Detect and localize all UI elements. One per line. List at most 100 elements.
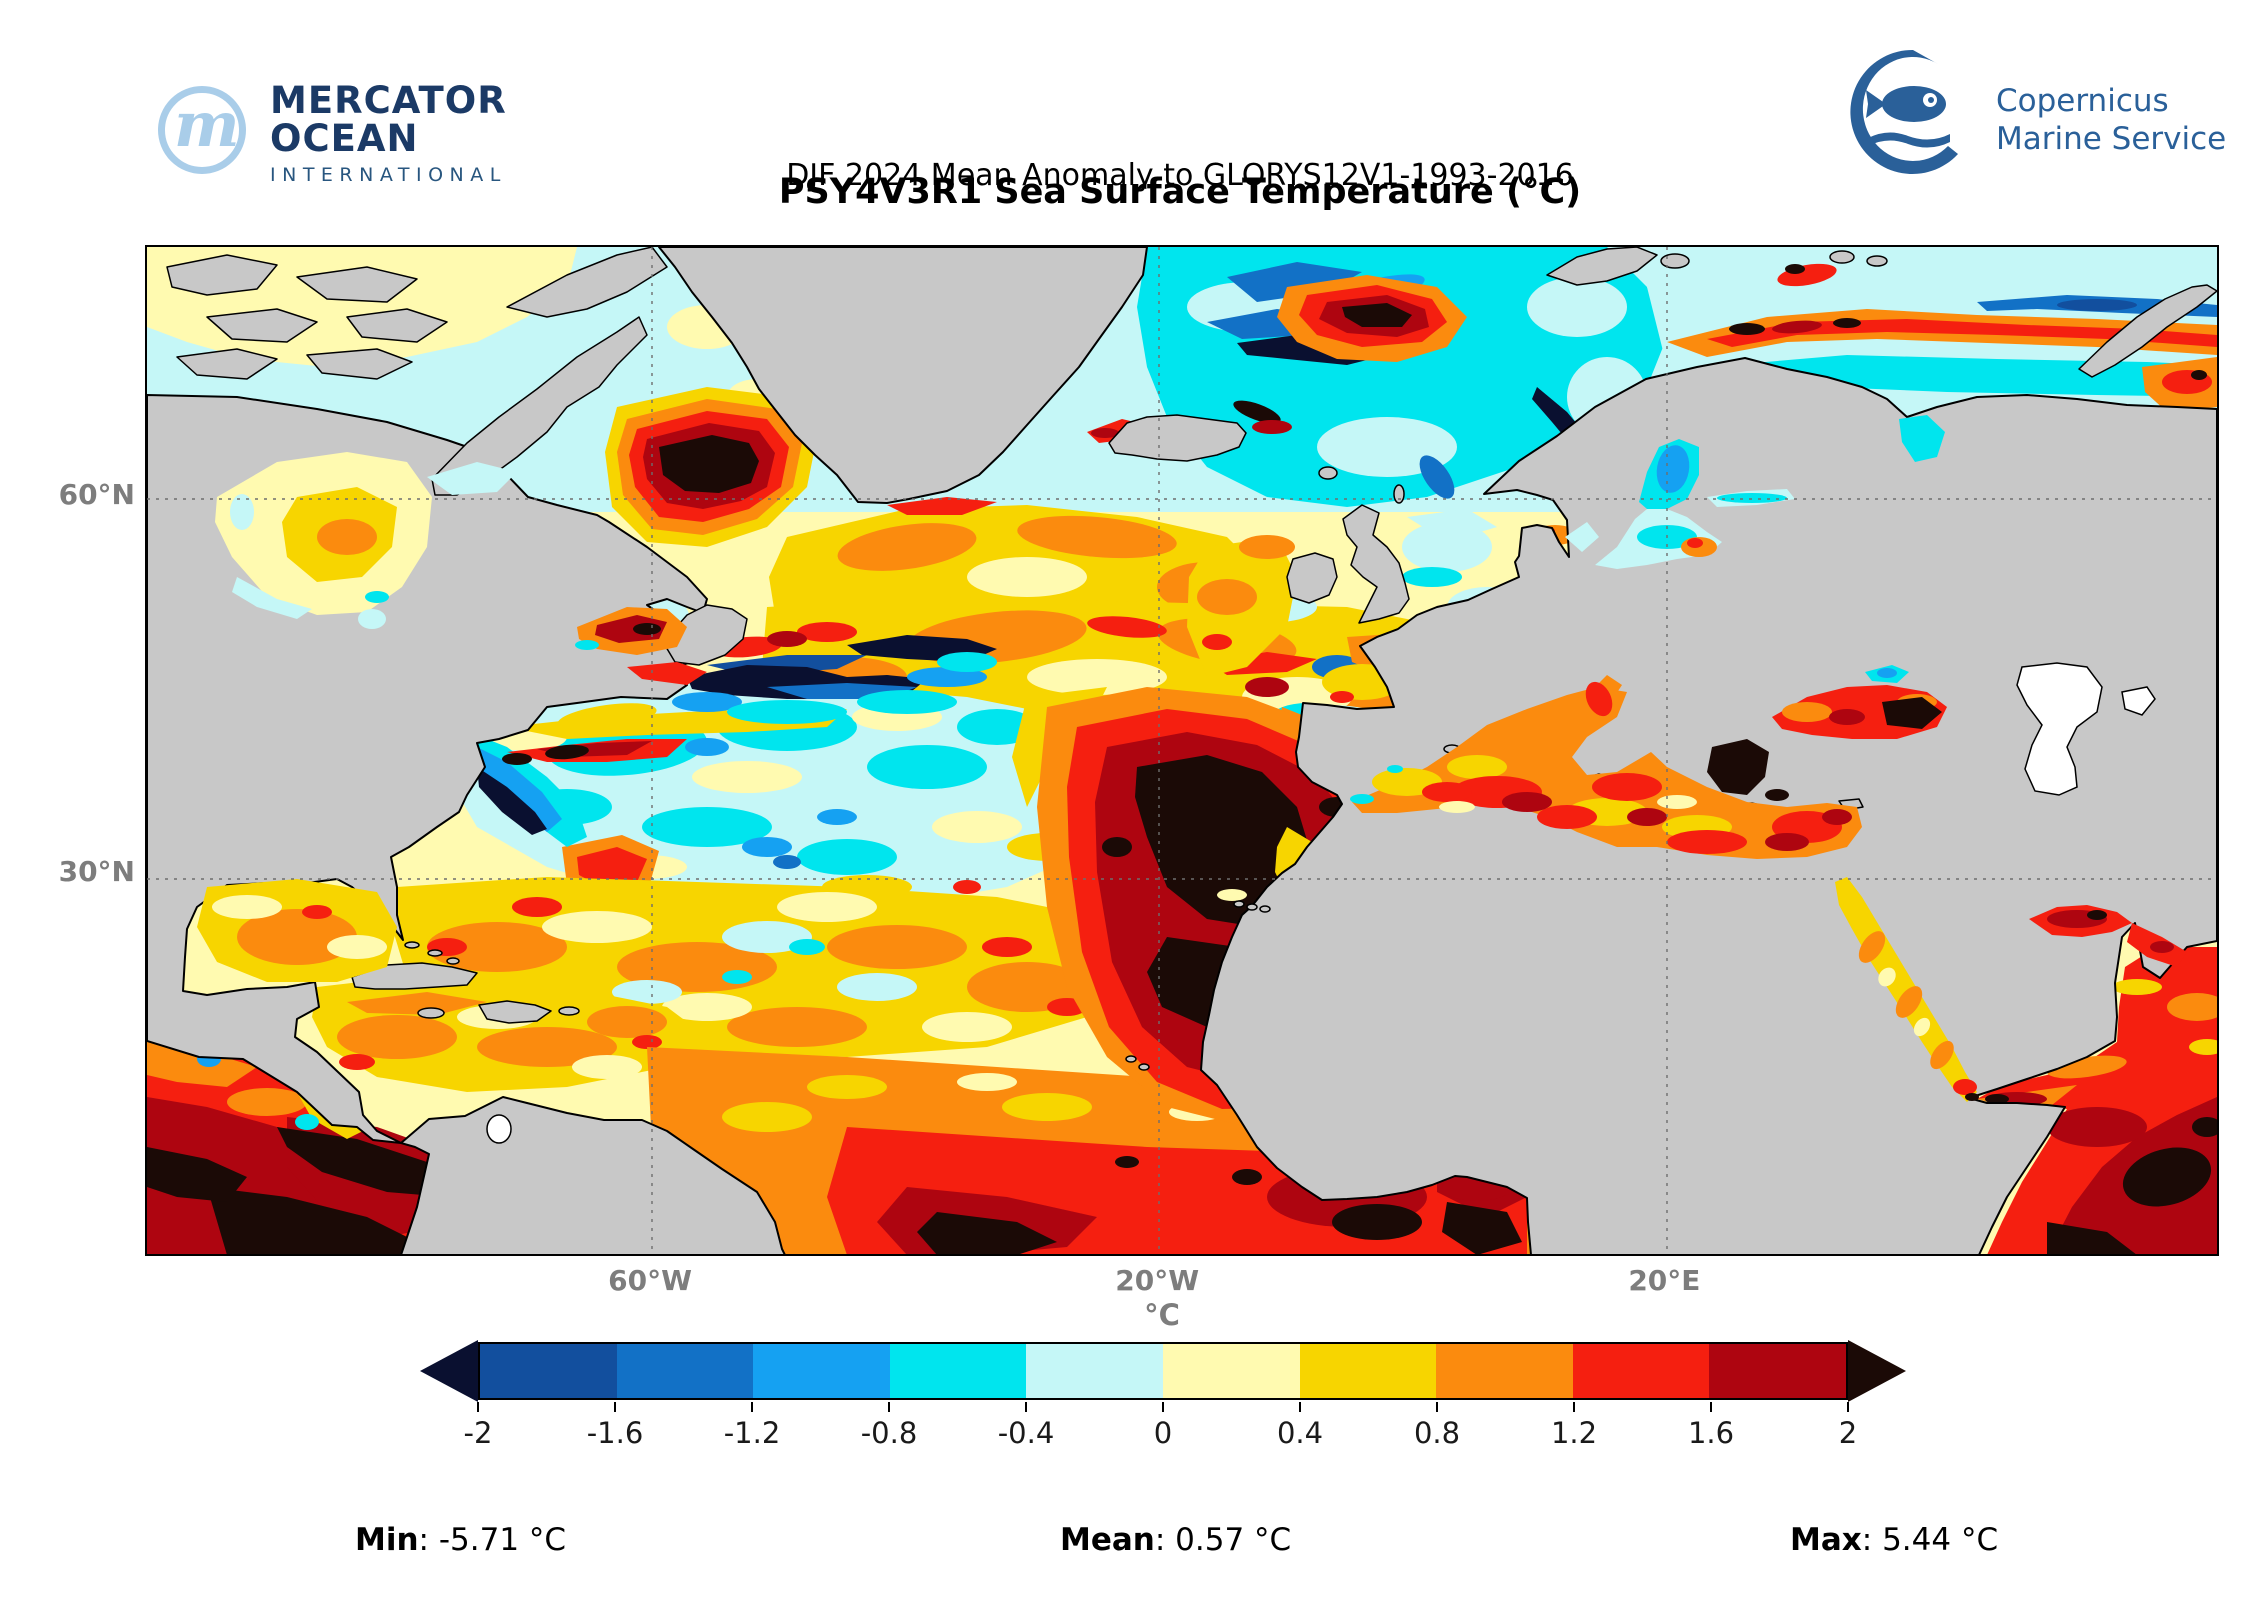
colorbar-tick-mark [1299,1402,1301,1412]
franz-josef-islands [1866,255,1888,267]
x-axis-label: 20°W [1115,1264,1200,1297]
lake-maracaibo-no-data [486,1114,512,1144]
colorbar-units-label: °C [1144,1298,1180,1332]
colorbar-tick-label: -0.4 [997,1416,1055,1450]
arctic-islands [296,266,418,303]
colorbar-tick-label: 1.6 [1687,1416,1735,1450]
stat-mean-label: Mean [1060,1522,1155,1558]
stat-max-label: Max [1790,1522,1862,1558]
colorbar-tick-mark [614,1402,616,1412]
colorbar-segment [1709,1344,1846,1398]
colorbar-tick-mark [1162,1402,1164,1412]
copernicus-word: Copernicus [1996,83,2169,119]
plot-subtitle: DJF 2024 Mean Anomaly to GLORYS12V1-1993… [786,158,1574,193]
mercator-ocean-logo: m MERCATOR OCEAN INTERNATIONAL [158,82,578,202]
faroe-islands [1318,466,1338,480]
x-axis-label: 60°W [608,1264,692,1297]
colorbar-tick-label: 0 [1153,1416,1173,1450]
jamaica-island [417,1007,445,1019]
y-axis-label: 30°N [58,855,135,889]
ellesmere-island [506,246,668,318]
caspian-sea-no-data [2016,662,2103,796]
copernicus-fish-icon [1850,49,1958,174]
stat-mean-value: : 0.57 °C [1154,1522,1292,1558]
colorbar-tick-mark [1573,1402,1575,1412]
international-word: INTERNATIONAL [270,164,507,186]
arctic-islands [166,254,278,296]
colorbar-tick-label: 0.4 [1276,1416,1324,1450]
mercator-circle-icon [158,86,246,174]
map-gridlines [147,247,2217,1254]
bahamas-islands [404,941,420,949]
arctic-islands [346,308,448,343]
mercator-m-monogram-icon: m [174,88,240,161]
arctic-islands [206,308,318,343]
svalbard-islands [1660,253,1690,269]
colorbar-tick-mark [477,1402,479,1412]
colorbar-tick-mark [888,1402,890,1412]
x-axis-label: 20°E [1628,1264,1701,1297]
stat-min-label: Min [355,1522,419,1558]
colorbar-tick-label: -1.2 [723,1416,781,1450]
aral-sea-no-data [2121,686,2156,716]
franz-josef-islands [1829,250,1855,264]
canary-islands [1246,903,1258,911]
colorbar-tick-label: 0.8 [1413,1416,1461,1450]
arctic-islands [306,348,413,380]
ireland-island [1286,552,1338,604]
hispaniola-island [478,1000,552,1024]
stat-max-value: : 5.44 °C [1861,1522,1999,1558]
bahamas-islands [427,949,443,957]
iceland-island [1108,414,1247,462]
colorbar-tick-mark [1847,1402,1849,1412]
stat-mean: Mean: 0.57 °C [1060,1522,1291,1558]
colorbar-under-arrow [420,1340,478,1402]
colorbar-over-arrow [1848,1340,1906,1402]
canary-islands [1233,900,1245,908]
cape-verde-islands [1125,1055,1137,1063]
colorbar-segment [1162,1344,1300,1398]
marine-service-word: Marine Service [1996,121,2227,157]
arctic-islands [176,348,278,380]
bahamas-islands [446,957,460,965]
cape-verde-islands [1138,1063,1150,1071]
copernicus-logo: Copernicus Marine Service [1838,42,2238,192]
colorbar-tick-label: -0.8 [860,1416,918,1450]
colorbar-segment [480,1344,617,1398]
copernicus-logo-text: Copernicus Marine Service [1996,82,2226,158]
colorbar-tick-mark [1710,1402,1712,1412]
colorbar-tick-mark [1025,1402,1027,1412]
stat-min: Min: -5.71 °C [355,1522,566,1558]
colorbar-segment [1436,1344,1573,1398]
y-axis-label: 60°N [58,477,135,511]
greenland-land [658,246,1148,504]
colorbar-segment [1026,1344,1163,1398]
puerto-rico-island [558,1006,580,1016]
colorbar-tick-label: 2 [1838,1416,1858,1450]
colorbar-segment [1299,1344,1437,1398]
inland-seas [197,415,2187,1144]
colorbar-tick-label: 1.2 [1550,1416,1598,1450]
stat-max: Max: 5.44 °C [1790,1522,1998,1558]
map-canvas [146,246,2227,1256]
sst-anomaly-map [145,245,2227,1256]
newfoundland-island [662,604,748,666]
shetland-islands [1393,484,1405,504]
colorbar [478,1342,1848,1400]
stat-min-value: : -5.71 °C [418,1522,567,1558]
plot-title: PSY4V3R1 Sea Surface Temperature (°C) [778,172,1582,212]
cuba-island [351,962,478,990]
colorbar-segment [753,1344,890,1398]
svalbard-islands [1546,246,1658,286]
mercator-word: MERCATOR [270,79,507,122]
colorbar-tick-mark [751,1402,753,1412]
colorbar-tick-label: -2 [463,1416,493,1450]
colorbar-segment [616,1344,754,1398]
canary-islands [1259,905,1271,913]
ocean-word: OCEAN [270,117,419,160]
great-britain-island [1342,504,1410,624]
colorbar-segment [1572,1344,1710,1398]
colorbar-segment [889,1344,1027,1398]
mercator-logo-text: MERCATOR OCEAN INTERNATIONAL [270,79,507,187]
